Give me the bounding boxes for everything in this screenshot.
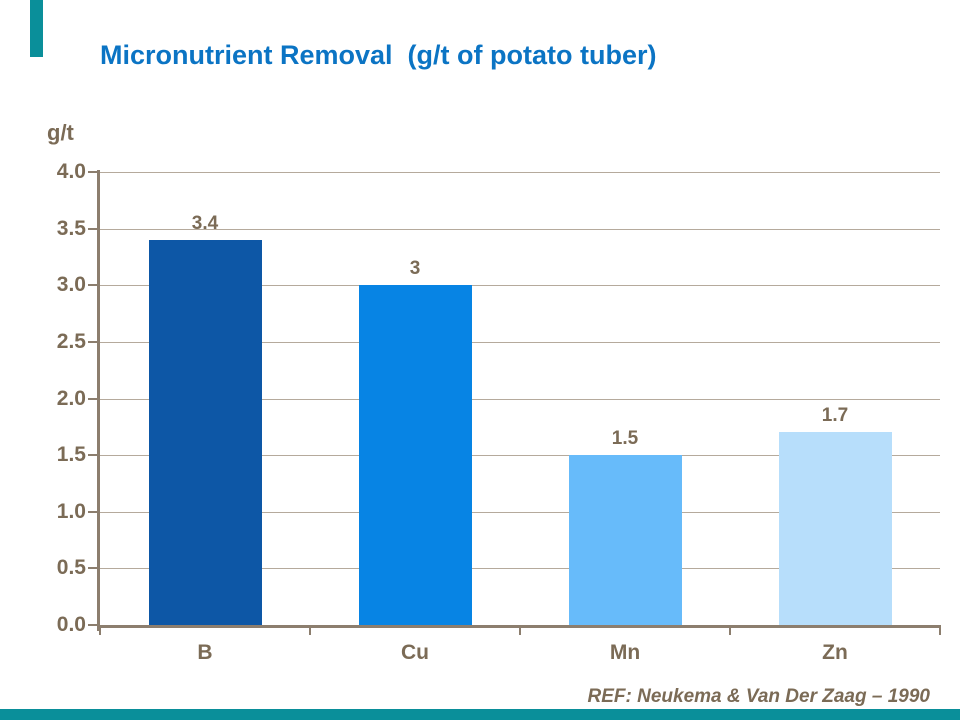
y-tick-label: 2.5 [56,330,86,353]
gridline [100,512,940,513]
bar-value-label: 1.7 [821,405,849,426]
gridline [100,285,940,286]
y-tick-label: 3.5 [56,217,86,240]
gridline [100,229,940,230]
page-title: Micronutrient Removal (g/t of potato tub… [100,40,657,70]
bar-value-label: 3 [409,258,421,279]
gridline [100,455,940,456]
slide-accent-bar-bottom [0,709,960,720]
x-axis-tick [309,628,311,635]
y-tick-label: 1.0 [56,500,86,523]
x-axis-tick [939,628,941,635]
y-axis-unit-label: g/t [47,120,74,145]
x-axis-tick [519,628,521,635]
y-axis-tick [88,624,98,626]
y-tick-label: 0.5 [56,556,86,579]
y-tick-label: 0.0 [56,613,86,636]
x-axis-tick [99,628,101,635]
y-tick-label: 4.0 [56,160,86,183]
y-axis-tick [88,398,98,400]
bar-Cu [359,285,472,625]
slide-accent-bar-top-left [30,0,43,57]
y-axis-tick [88,284,98,286]
bar-value-label: 1.5 [611,428,639,449]
y-tick-label: 2.0 [56,387,86,410]
y-axis-tick [88,511,98,513]
bar-B [149,240,262,625]
bar-value-label: 3.4 [191,213,219,234]
y-tick-label: 1.5 [56,443,86,466]
gridline [100,342,940,343]
reference-citation: REF: Neukema & Van Der Zaag – 1990 [587,686,931,707]
x-axis-tick [729,628,731,635]
bar-Mn [569,455,682,625]
y-axis-line [97,170,100,631]
y-axis-tick [88,341,98,343]
y-axis-tick [88,567,98,569]
x-category-label: Mn [609,641,641,664]
x-category-label: B [197,641,213,664]
gridline [100,172,940,173]
bar-Zn [779,432,892,625]
y-axis-tick [88,454,98,456]
gridline [100,568,940,569]
x-category-label: Cu [401,641,429,664]
x-axis-line [97,625,941,628]
y-axis-tick [88,171,98,173]
y-axis-tick [88,228,98,230]
x-category-label: Zn [822,641,848,664]
gridline [100,399,940,400]
y-tick-label: 3.0 [56,273,86,296]
